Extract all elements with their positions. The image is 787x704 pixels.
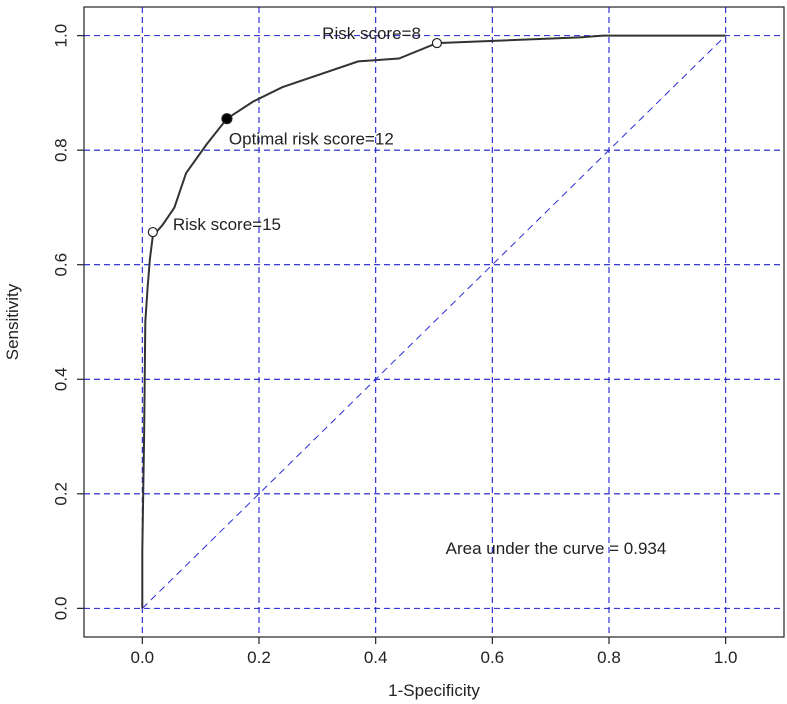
roc-curve — [141, 34, 726, 609]
roc-point-marker — [147, 226, 158, 238]
roc-point-label: Optimal risk score=12 — [229, 130, 394, 149]
x-axis-label: 1-Specificity — [388, 681, 480, 700]
y-axis-ticks: 0.0 0.2 0.4 0.6 0.8 1.0 — [51, 24, 84, 620]
x-tick-label: 0.6 — [481, 648, 505, 667]
x-tick-label: 0.2 — [247, 648, 271, 667]
x-tick-label: 0.0 — [131, 648, 155, 667]
reference-diagonal-line — [141, 35, 727, 609]
y-tick-label: 0.0 — [51, 597, 70, 621]
auc-annotation: Area under the curve = 0.934 — [446, 539, 667, 558]
x-tick-label: 1.0 — [714, 648, 738, 667]
roc-point-marker — [431, 37, 443, 49]
x-axis-ticks: 0.0 0.2 0.4 0.6 0.8 1.0 — [131, 637, 738, 667]
y-tick-label: 1.0 — [51, 24, 70, 48]
x-tick-label: 0.4 — [364, 648, 388, 667]
y-tick-label: 0.2 — [51, 482, 70, 506]
plot-frame — [83, 6, 785, 638]
roc-point-label: Risk score=15 — [173, 215, 281, 234]
y-tick-label: 0.8 — [51, 138, 70, 162]
y-tick-label: 0.6 — [51, 253, 70, 277]
y-axis-label: Sensitivity — [3, 283, 22, 360]
roc-point-label: Risk score=8 — [322, 24, 421, 43]
y-tick-label: 0.4 — [51, 367, 70, 391]
roc-point-marker — [221, 113, 233, 125]
highlight-points: Risk score=8 Optimal risk score=12 Risk sc… — [147, 24, 443, 238]
x-tick-label: 0.8 — [597, 648, 621, 667]
